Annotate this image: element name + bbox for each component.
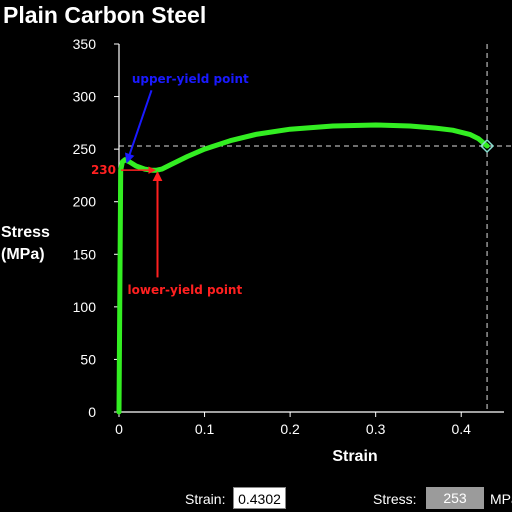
- series-layer: [116, 122, 495, 415]
- upper-yield-arrow: [124, 89, 153, 164]
- tick-labels: 0 50 100 150 200 250 300 350 0 0.1 0.2 0.3 0.4: [73, 36, 472, 437]
- chart-title: Plain Carbon Steel: [3, 2, 207, 28]
- value-230-label: 230: [91, 163, 116, 177]
- y-tick-label: 150: [73, 246, 97, 262]
- y-tick-label: 200: [73, 194, 97, 210]
- stress-unit: MPa: [490, 491, 512, 507]
- stress-label: Stress:: [373, 491, 417, 507]
- x-axis-label: Strain: [332, 448, 377, 465]
- readout-bar: Strain: 0.4302 Stress: 253 MPa: [0, 484, 512, 512]
- annotations: upper-yield point lower-yield point 230: [91, 72, 249, 297]
- strain-label: Strain:: [185, 491, 226, 507]
- y-tick-label: 0: [88, 404, 96, 420]
- lower-yield-label: lower-yield point: [128, 283, 243, 297]
- y-tick-label: 350: [73, 36, 97, 52]
- x-tick-label: 0.1: [195, 421, 215, 437]
- upper-yield-label: upper-yield point: [132, 72, 249, 86]
- y-tick-label: 100: [73, 299, 97, 315]
- axes: [114, 43, 504, 417]
- x-tick-label: 0: [115, 421, 123, 437]
- strain-value-field[interactable]: 0.4302: [233, 487, 286, 509]
- stress-strain-curve: [116, 122, 490, 415]
- stress-value-field: 253: [426, 487, 484, 509]
- stress-strain-chart: 0 50 100 150 200 250 300 350 0 0.1 0.2 0.3 0.4 upper…: [1, 36, 512, 465]
- x-tick-label: 0.3: [366, 421, 386, 437]
- y-tick-label: 50: [80, 351, 96, 367]
- x-tick-label: 0.2: [280, 421, 300, 437]
- x-tick-label: 0.4: [451, 421, 471, 437]
- reference-lines: [119, 44, 512, 412]
- y-axis-label-line1: Stress: [1, 224, 50, 241]
- current-point-marker: [479, 138, 495, 154]
- y-tick-label: 250: [73, 141, 97, 157]
- y-tick-label: 300: [73, 89, 97, 105]
- y-axis-label-line2: (MPa): [1, 246, 45, 263]
